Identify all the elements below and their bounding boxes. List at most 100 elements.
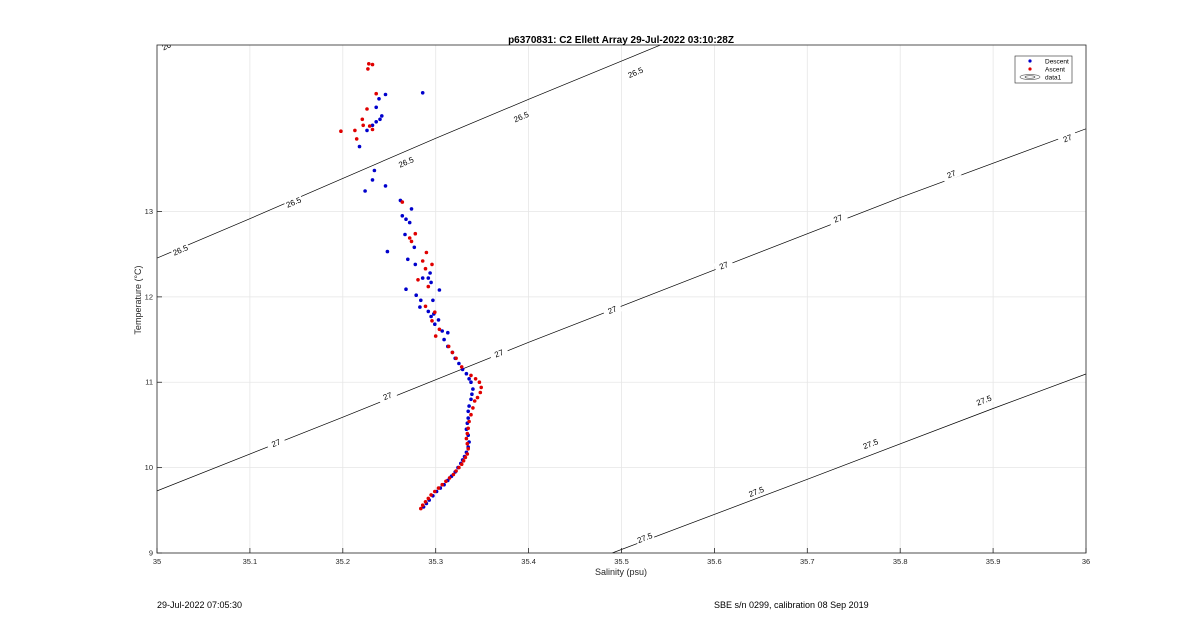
- descent-point: [378, 117, 382, 122]
- ascent-point: [430, 262, 434, 267]
- chart-title: p6370831: C2 Ellett Array 29-Jul-2022 03…: [508, 35, 734, 46]
- contour-label-27: 27: [1062, 133, 1074, 145]
- contour-label-bg: [827, 210, 849, 227]
- descent-point: [419, 298, 423, 303]
- x-axis: 35 35.1 35.2 35.3 35.4 35.5 35.6 35.7 35.8 35.9 36: [153, 548, 1090, 566]
- contour-label-bg: [157, 45, 177, 55]
- descent-point: [429, 280, 433, 285]
- ascent-point: [465, 452, 470, 456]
- ascent-point: [465, 441, 470, 446]
- descent-point: [471, 387, 475, 391]
- legend-box: [1014, 55, 1073, 84]
- y-axis: 9 10 11 12 13: [145, 207, 162, 558]
- ascent-point: [400, 200, 405, 204]
- legend-contour-icon: [1019, 74, 1041, 80]
- ascent-point: [429, 493, 433, 497]
- contour-line-26: [157, 45, 158, 46]
- contour-label-bg: [510, 108, 532, 125]
- descent-point: [370, 178, 375, 182]
- contour-label-bg: [739, 23, 759, 39]
- y-tick-label: 10: [145, 463, 153, 472]
- x-tick-label: 35.5: [614, 557, 629, 566]
- x-tick-label: 35.3: [428, 557, 443, 566]
- ascent-point: [365, 107, 369, 111]
- x-tick-label: 35.1: [243, 557, 258, 566]
- x-axis-label: Salinity (psu): [595, 567, 647, 577]
- ascent-point: [367, 124, 372, 128]
- descent-point: [418, 305, 422, 309]
- descent-point: [428, 271, 432, 275]
- contour-label-bg: [169, 241, 191, 259]
- ascent-point: [437, 327, 442, 332]
- ascent-point: [465, 431, 470, 436]
- contour-label-bg: [625, 64, 646, 81]
- ascent-point: [424, 250, 429, 255]
- descent-point: [413, 262, 418, 267]
- ascent-point: [451, 472, 456, 477]
- descent-point: [385, 249, 390, 254]
- contour-label-bg: [860, 435, 881, 452]
- ascent-point: [472, 399, 477, 403]
- ascent-point: [473, 377, 478, 381]
- ascent-point: [370, 62, 375, 67]
- footer-calibration: SBE s/n 0299, calibration 08 Sep 2019: [714, 600, 869, 610]
- ascent-point: [459, 462, 464, 467]
- ascent-point: [426, 496, 431, 501]
- contour-label-bg: [973, 392, 994, 409]
- contour-label-bg: [283, 193, 304, 211]
- contour-label-27: 27: [718, 260, 730, 272]
- contour-line-26.5: [157, 45, 662, 259]
- descent-point: [365, 128, 369, 133]
- contour-label-bg: [746, 483, 767, 500]
- descent-point: [412, 245, 417, 250]
- descent-point: [440, 329, 445, 333]
- y-tick-label: 12: [145, 292, 153, 301]
- descent-point: [370, 123, 375, 128]
- series-ascent: [339, 62, 484, 511]
- descent-point: [469, 397, 473, 402]
- ascent-point: [354, 137, 359, 141]
- descent-point: [469, 380, 473, 385]
- x-tick-label: 35.8: [893, 557, 908, 566]
- x-tick-label: 35.4: [521, 557, 536, 566]
- y-tick-label: 9: [149, 549, 153, 558]
- contour-label-27: 27: [607, 304, 619, 316]
- descent-point: [429, 314, 433, 319]
- ascent-point: [409, 239, 414, 244]
- contour-label-27: 27: [946, 168, 958, 180]
- descent-point: [374, 120, 379, 124]
- ascent-point: [433, 489, 437, 494]
- ascent-point: [360, 117, 365, 122]
- descent-point: [409, 207, 414, 211]
- contour-label-bg: [634, 529, 655, 546]
- ascent-point: [423, 266, 428, 271]
- ascent-point: [469, 412, 473, 417]
- descent-point: [380, 114, 384, 118]
- descent-point: [404, 287, 408, 292]
- legend-data1-label: data1: [1045, 75, 1062, 82]
- x-tick-label: 36: [1082, 557, 1090, 566]
- descent-point: [406, 257, 410, 262]
- ascent-point: [447, 476, 452, 480]
- descent-point: [357, 144, 362, 149]
- ascent-point: [450, 350, 455, 355]
- ascent-point: [467, 419, 471, 424]
- ascent-point: [478, 390, 483, 395]
- descent-point: [466, 416, 471, 420]
- ascent-point: [430, 319, 434, 323]
- legend-contour-icon-inner: [1024, 75, 1036, 79]
- ascent-point: [433, 310, 437, 315]
- descent-point: [426, 276, 431, 280]
- ascent-point: [444, 479, 448, 484]
- descent-point: [377, 97, 381, 101]
- ascent-point: [461, 459, 466, 463]
- descent-point: [442, 337, 446, 342]
- ascent-point: [433, 334, 438, 338]
- contour-label-27: 27: [382, 390, 394, 402]
- contour-label-26: 26: [161, 40, 173, 52]
- ascent-point: [374, 91, 379, 96]
- descent-point: [467, 377, 471, 381]
- ascent-point: [479, 385, 484, 390]
- descent-point: [431, 298, 435, 303]
